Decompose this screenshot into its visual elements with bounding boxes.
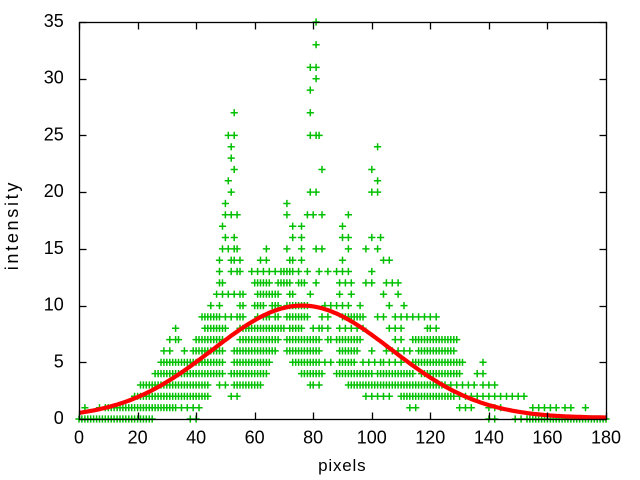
svg-text:60: 60 [245,427,265,447]
svg-text:0: 0 [54,408,64,428]
svg-text:10: 10 [44,295,64,315]
svg-text:30: 30 [44,68,64,88]
svg-text:40: 40 [186,427,206,447]
svg-text:25: 25 [44,124,64,144]
svg-text:pixels: pixels [318,456,366,475]
svg-text:20: 20 [128,427,148,447]
svg-text:35: 35 [44,11,64,31]
svg-text:80: 80 [303,427,323,447]
svg-text:20: 20 [44,181,64,201]
svg-text:160: 160 [532,427,562,447]
svg-text:120: 120 [415,427,445,447]
svg-text:15: 15 [44,238,64,258]
svg-text:5: 5 [54,351,64,371]
svg-text:0: 0 [74,427,84,447]
svg-text:100: 100 [357,427,387,447]
svg-text:intensity: intensity [2,180,22,270]
svg-text:140: 140 [474,427,504,447]
svg-text:180: 180 [591,427,621,447]
